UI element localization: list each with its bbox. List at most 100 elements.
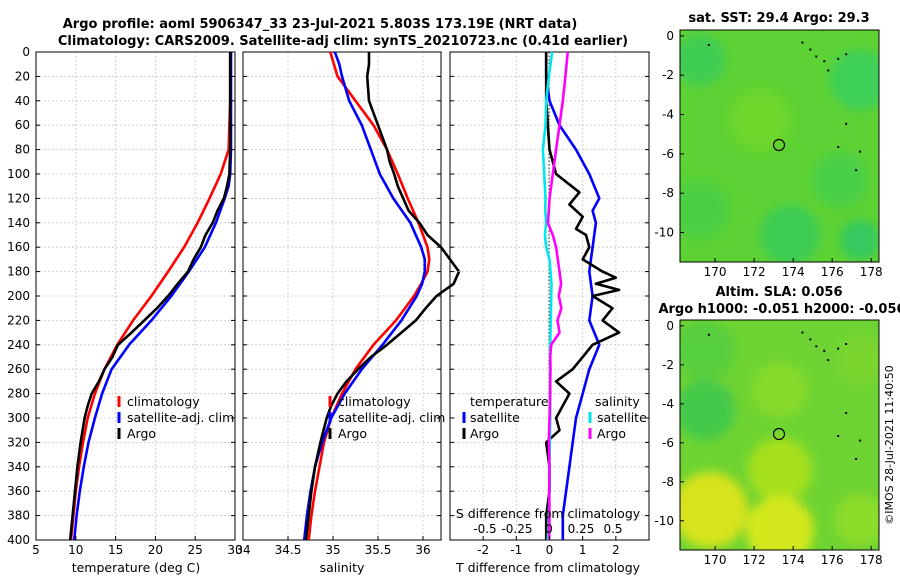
sst-map-xtick-label: 174: [782, 265, 805, 279]
sst-map-ytick-label: -10: [654, 226, 674, 240]
island-speck: [837, 146, 840, 148]
depth-tick-label: 40: [15, 94, 30, 108]
depth-tick-label: 160: [7, 240, 30, 254]
sst-map-xtick-label: 176: [821, 265, 844, 279]
legend-title-salinity: salinity: [595, 394, 640, 409]
island-speck: [823, 349, 826, 352]
sla-map-frame: [679, 319, 880, 551]
island-speck: [809, 48, 812, 51]
legend-label-temp-argo: Argo: [470, 426, 499, 441]
sst-map-ticks: 170 172 174 176 178 0 -2 -4 -6 -8 -10: [654, 29, 882, 279]
sst-map-title: sat. SST: 29.4 Argo: 29.3: [688, 11, 869, 26]
depth-tick-label: 80: [15, 143, 30, 157]
salinity-xtick-label: 34: [235, 543, 250, 557]
difference-top-scale: -0.5 -0.25 0 0.25 0.5: [473, 522, 622, 536]
salinity-xtick-label: 35: [325, 543, 340, 557]
depth-tick-label: 220: [7, 313, 30, 327]
legend-label-climatology: climatology: [127, 394, 200, 409]
temperature-panel: 5 10 15 20 25 30 0 20 40 60 80 100 120 140 160 180 200 2…: [7, 45, 243, 575]
island-speck: [809, 338, 812, 341]
difference-line-temperature-satellite: [544, 52, 601, 540]
sst-map-xtick-label: 178: [860, 265, 883, 279]
sla-islands: [707, 331, 862, 460]
depth-tick-label: 280: [7, 387, 30, 401]
island-speck: [801, 331, 804, 334]
sla-map-ticks: 170 172 174 176 178 0 -2 -4 -6 -8 -10: [654, 319, 882, 567]
island-speck: [845, 343, 848, 345]
legend-label-sal-satellite: satellite: [597, 410, 647, 425]
sst-map-xtick-label: 172: [743, 265, 766, 279]
sst-map-ytick-label: -6: [662, 147, 674, 161]
depth-tick-label: 400: [7, 533, 30, 547]
difference-xtick-label: 1: [579, 543, 587, 557]
legend-label-argo: Argo: [127, 426, 156, 441]
sst-map-ytick-label: -2: [662, 68, 674, 82]
salinity-grid: [242, 51, 441, 541]
legend-label-temp-satellite: satellite: [470, 410, 520, 425]
temperature-xlabel: temperature (deg C): [72, 560, 201, 575]
copyright-timestamp: ©IMOS 28-Jul-2021 11:40:50: [883, 365, 896, 525]
difference-legend: temperature satellite Argo salinity sate…: [462, 394, 647, 441]
sst-map-ytick-label: -8: [662, 186, 674, 200]
temperature-line-climatology: [69, 52, 232, 541]
depth-tick-label: 0: [22, 45, 30, 59]
sla-map-ytick-label: -4: [662, 397, 674, 411]
island-speck: [845, 122, 848, 125]
difference-xtick-label: 2: [612, 543, 620, 557]
depth-tick-label: 120: [7, 191, 30, 205]
depth-tick-label: 240: [7, 338, 30, 352]
legend-label-argo: Argo: [338, 426, 367, 441]
sla-argo-location-marker: [772, 427, 786, 441]
figure-title-line-1: Argo profile: aoml 5906347_33 23-Jul-202…: [63, 17, 578, 32]
depth-tick-label: 140: [7, 216, 30, 230]
difference-line-temperature-argo: [544, 52, 621, 540]
s-difference-tick-label: 0: [545, 522, 553, 536]
sla-map-panel: Altim. SLA: 0.056 Argo h1000: -0.051 h20…: [654, 285, 900, 567]
s-difference-tick-label: 0.5: [603, 522, 622, 536]
temperature-grid: [35, 51, 236, 541]
island-speck: [845, 53, 848, 56]
sla-map-title-line-2: Argo h1000: -0.051 h2000: -0.056: [658, 302, 900, 317]
difference-xtick-label: -1: [510, 543, 522, 557]
legend-label-sal-argo: Argo: [597, 426, 626, 441]
depth-tick-label: 360: [7, 484, 30, 498]
salinity-xlabel: salinity: [320, 560, 365, 575]
figure-title-line-2: Climatology: CARS2009. Satellite-adj cli…: [58, 34, 628, 49]
island-speck: [859, 150, 862, 153]
temperature-xtick-label: 5: [32, 543, 40, 557]
island-speck: [827, 359, 830, 362]
sla-map-ytick-label: -6: [662, 436, 674, 450]
temperature-xtick-label: 15: [108, 543, 123, 557]
s-difference-tick-label: -0.25: [501, 522, 532, 536]
depth-tick-label: 340: [7, 460, 30, 474]
depth-tick-label: 320: [7, 435, 30, 449]
salinity-legend: climatology satellite-adj. clim Argo: [328, 394, 445, 441]
difference-ticks: -2 -1 0 1 2: [450, 51, 649, 557]
temperature-xtick-label: 30: [227, 543, 242, 557]
sla-map-xtick-label: 176: [821, 553, 844, 567]
sla-map-ytick-label: 0: [666, 319, 674, 333]
t-difference-xlabel: T difference from climatology: [455, 560, 641, 575]
salinity-lines: [302, 51, 461, 541]
depth-tick-label: 180: [7, 265, 30, 279]
island-speck: [859, 439, 862, 442]
sst-map-panel: sat. SST: 29.4 Argo: 29.3 170 172 174 176 17…: [654, 11, 882, 279]
temperature-xtick-label: 25: [188, 543, 203, 557]
difference-xtick-label: 0: [546, 543, 554, 557]
island-speck: [855, 169, 858, 172]
sst-map-xtick-label: 170: [704, 265, 727, 279]
s-difference-xlabel: S difference from climatology: [456, 506, 641, 521]
temperature-lines: [68, 52, 233, 541]
sla-map-ytick-label: -10: [654, 514, 674, 528]
depth-tick-labels: 0 20 40 60 80 100 120 140 160 180 200 220 240 260 280 3…: [7, 45, 30, 547]
island-speck: [801, 41, 804, 44]
temperature-xtick-label: 20: [148, 543, 163, 557]
sla-map-ytick-label: -8: [662, 475, 674, 489]
sst-heatmap: [680, 30, 879, 262]
temperature-xtick-label: 10: [68, 543, 83, 557]
sst-islands: [707, 41, 862, 172]
depth-tick-label: 100: [7, 167, 30, 181]
difference-panel: -2 -1 0 1 2 T difference from climatology S …: [449, 51, 650, 575]
legend-label-climatology: climatology: [338, 394, 411, 409]
sla-map-xtick-label: 170: [704, 553, 727, 567]
